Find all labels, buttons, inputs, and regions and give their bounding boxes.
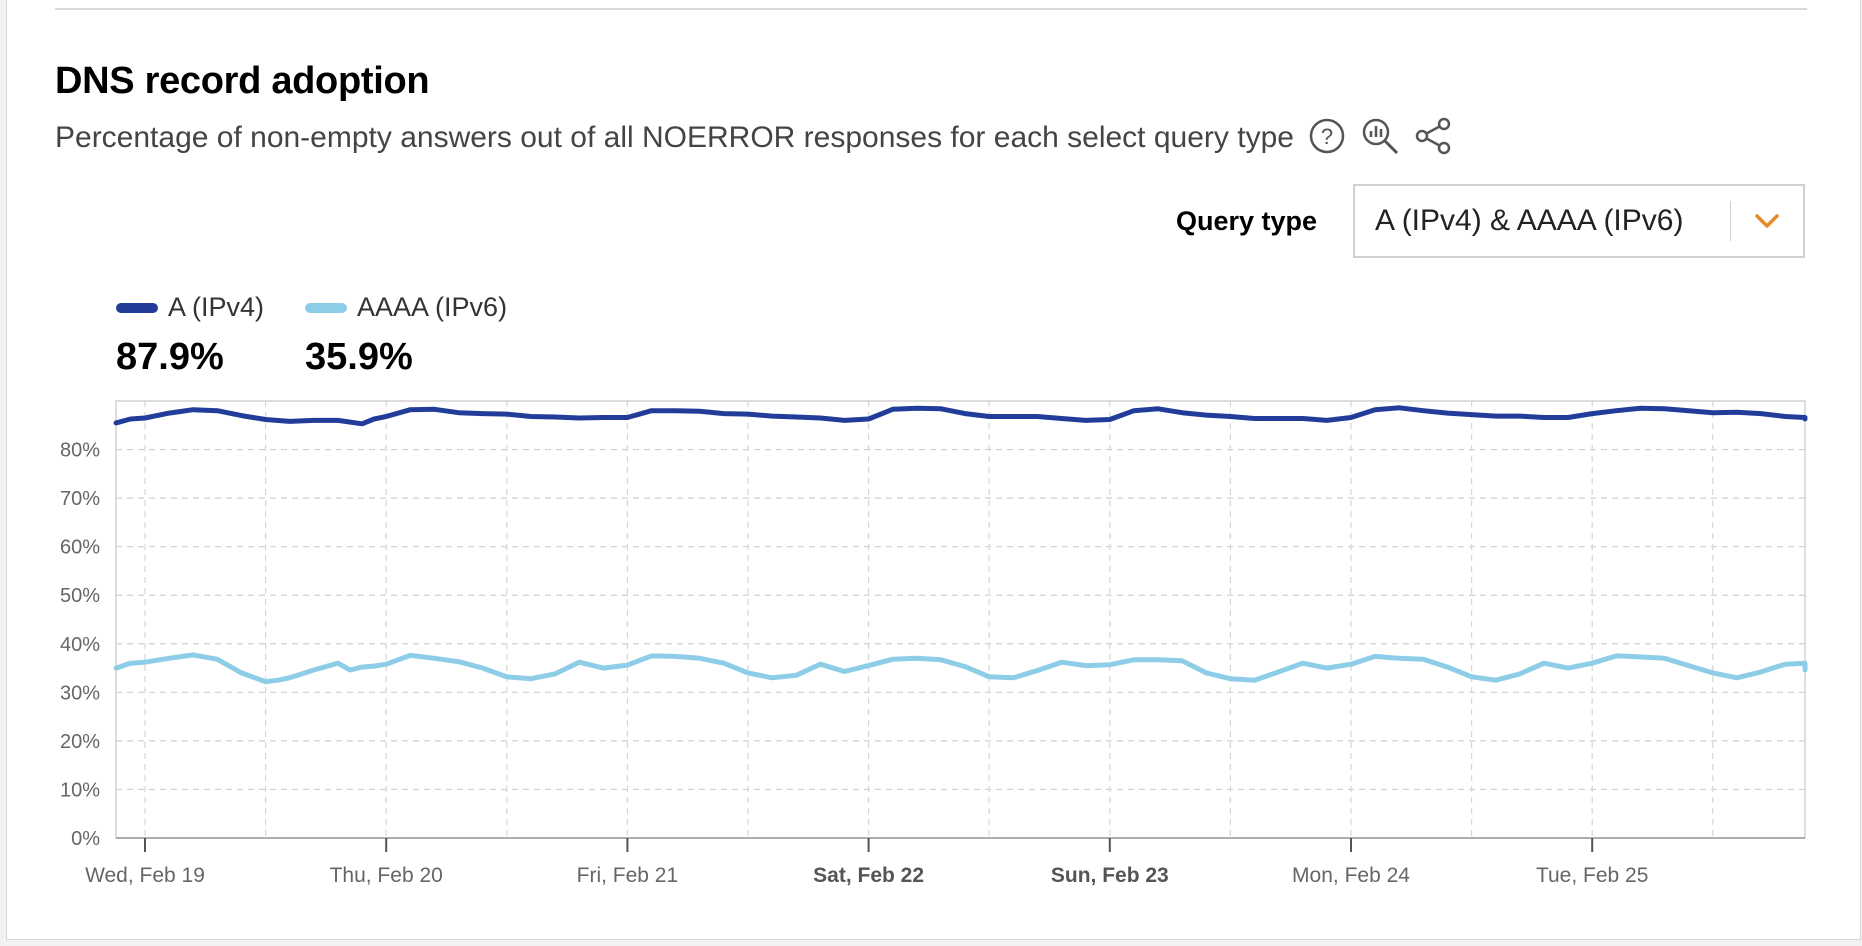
chart-subtitle: Percentage of non-empty answers out of a… — [55, 121, 1294, 154]
y-tick-label: 30% — [60, 682, 100, 704]
query-type-value: A (IPv4) & AAAA (IPv6) — [1375, 204, 1684, 237]
x-tick-label: Tue, Feb 25 — [1536, 864, 1648, 887]
svg-text:?: ? — [1321, 124, 1333, 149]
y-tick-label: 40% — [60, 634, 100, 656]
legend-label-ipv6: AAAA (IPv6) — [357, 292, 508, 322]
series-line-ipv6 — [113, 652, 1808, 685]
y-tick-label: 20% — [60, 731, 100, 753]
legend-label-ipv4: A (IPv4) — [168, 292, 265, 322]
y-tick-label: 80% — [60, 440, 100, 462]
y-tick-label: 70% — [60, 488, 100, 510]
x-tick-label: Wed, Feb 19 — [85, 864, 205, 887]
select-separator — [1730, 201, 1731, 241]
y-tick-label: 0% — [71, 828, 100, 850]
x-tick-label: Thu, Feb 20 — [330, 864, 443, 887]
chart-card — [6, 0, 1861, 940]
chevron-down-icon[interactable] — [1731, 213, 1803, 229]
x-tick-label: Mon, Feb 24 — [1292, 864, 1410, 887]
magnifier-chart-icon[interactable] — [1360, 116, 1400, 161]
share-icon[interactable] — [1414, 116, 1454, 161]
query-type-select[interactable]: A (IPv4) & AAAA (IPv6) — [1353, 184, 1805, 258]
summary-value-ipv6: 35.9% — [305, 336, 413, 378]
y-tick-label: 60% — [60, 537, 100, 559]
series-line-ipv4 — [113, 405, 1808, 427]
x-tick-label: Sat, Feb 22 — [813, 864, 924, 887]
legend-item-ipv6[interactable]: AAAA (IPv6) — [305, 292, 507, 323]
summary-value-ipv4: 87.9% — [116, 336, 224, 378]
divider — [55, 8, 1807, 10]
legend-swatch-ipv6 — [305, 302, 347, 313]
help-circle-icon[interactable]: ? — [1308, 117, 1346, 160]
legend-item-ipv4[interactable]: A (IPv4) — [116, 292, 264, 323]
x-tick-label: Sun, Feb 23 — [1051, 864, 1169, 887]
y-tick-label: 10% — [60, 779, 100, 801]
subtitle-row: Percentage of non-empty answers out of a… — [55, 116, 1454, 161]
query-type-label: Query type — [1176, 206, 1318, 236]
x-tick-label: Fri, Feb 21 — [577, 864, 679, 887]
page-title: DNS record adoption — [55, 60, 430, 102]
plot-area — [115, 400, 1806, 839]
y-tick-label: 50% — [60, 585, 100, 607]
legend-swatch-ipv4 — [116, 302, 158, 313]
